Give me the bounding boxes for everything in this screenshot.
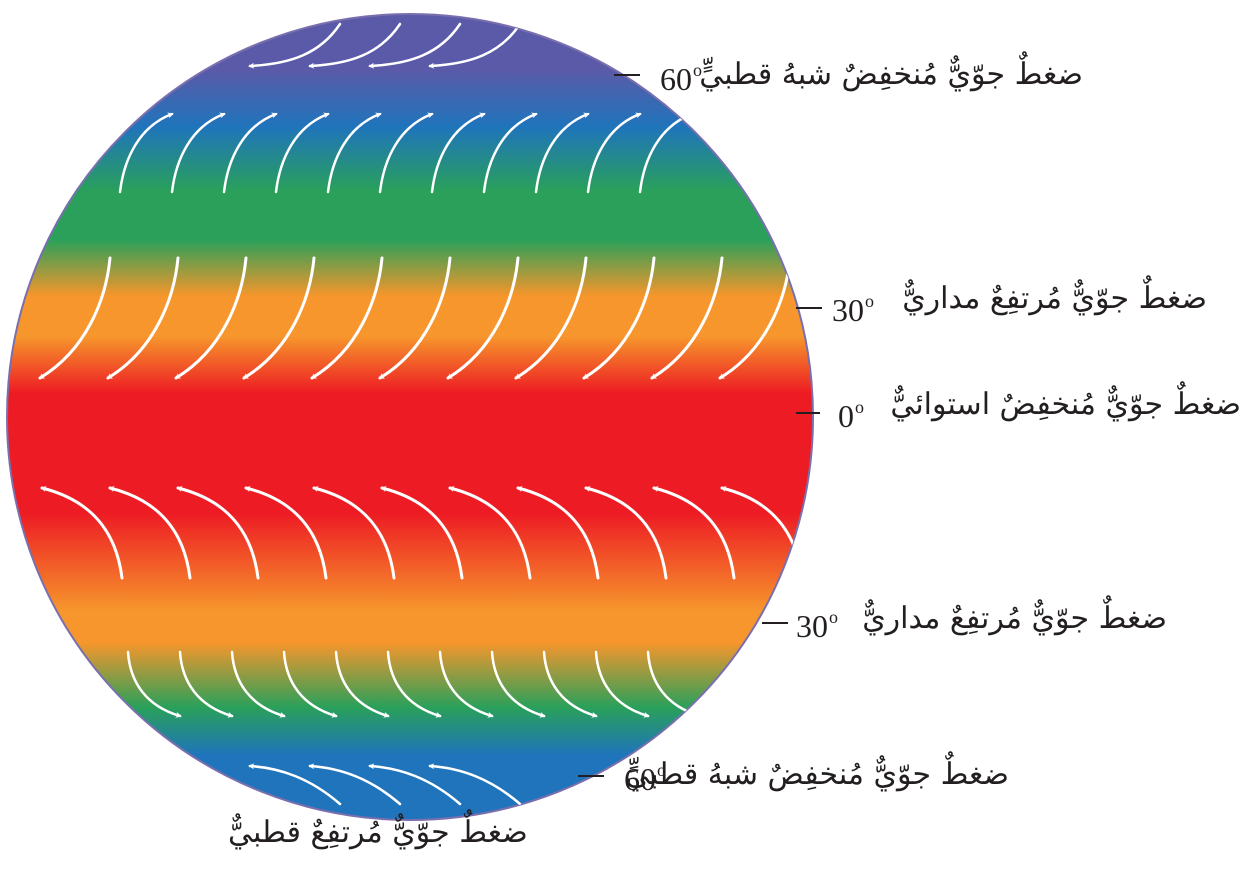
tick-north-30 [796,307,822,309]
tick-equator [796,412,820,414]
belt-label-north-60: ضغطٌ جوّيٌّ مُنخفِضٌ شبهُ قطبيٍّ [699,57,1083,92]
belt-label-north-30: ضغطٌ جوّيٌّ مُرتفِعٌ مداريٌّ [902,281,1207,316]
wind-arrow-westerly-south-8 [542,650,598,718]
wind-arrow-polar-south-0 [248,763,342,806]
wind-arrow-westerly-north-5 [378,112,434,194]
belt-label-south-30: ضغطٌ جوّيٌّ مُرتفِعٌ مداريٌّ [862,601,1167,636]
wind-arrow-westerly-south-6 [438,650,494,718]
wind-arrow-trade-north-9 [650,256,724,380]
wind-arrow-westerly-north-4 [326,112,382,194]
wind-arrow-polar-south-1 [308,763,402,806]
wind-arrow-westerly-south-2 [230,650,286,718]
wind-arrow-westerly-north-7 [482,112,538,194]
tick-south-30 [762,622,788,624]
wind-arrow-polar-north-3 [428,22,522,69]
wind-arrow-trade-north-4 [310,256,384,380]
wind-arrow-westerly-north-1 [170,112,226,194]
wind-arrow-trade-south-9 [652,486,736,580]
wind-arrow-trade-south-3 [244,486,328,580]
wind-arrow-westerly-north-6 [430,112,486,194]
wind-arrow-trade-north-8 [582,256,656,380]
wind-arrow-trade-north-0 [38,256,112,380]
lat-value-north-30: 30o [832,291,874,328]
wind-arrow-westerly-south-9 [594,650,650,718]
wind-arrow-trade-south-7 [516,486,600,580]
wind-arrow-westerly-south-0 [126,650,182,718]
wind-arrow-trade-north-3 [242,256,316,380]
wind-arrow-trade-south-5 [380,486,464,580]
wind-arrow-westerly-south-5 [386,650,442,718]
wind-arrow-polar-north-0 [248,22,342,69]
wind-arrow-westerly-south-1 [178,650,234,718]
wind-arrow-westerly-north-2 [222,112,278,194]
wind-arrow-westerly-south-3 [282,650,338,718]
globe-disc [7,14,813,820]
tick-south-60 [578,775,604,777]
wind-arrow-trade-south-6 [448,486,532,580]
wind-arrow-trade-north-1 [106,256,180,380]
lat-value-north-60: 60o [660,60,702,97]
wind-arrow-trade-north-5 [378,256,452,380]
wind-arrow-trade-south-2 [176,486,260,580]
wind-arrow-westerly-south-7 [490,650,546,718]
lat-value-equator: 0o [838,397,864,434]
wind-arrow-polar-south-3 [428,763,522,806]
pole-label: ضغطٌ جوّيٌّ مُرتفِعٌ قطبيٌّ [228,815,528,850]
belt-label-equator: ضغطٌ جوّيٌّ مُنخفِضٌ استوائيٌّ [890,387,1241,422]
wind-arrow-trade-south-8 [584,486,668,580]
globe-outline [6,13,814,821]
wind-arrow-westerly-north-0 [118,112,174,194]
tick-north-60 [614,74,640,76]
wind-arrow-trade-south-0 [40,486,124,580]
wind-arrow-polar-south-2 [368,763,462,806]
wind-arrow-trade-south-1 [108,486,192,580]
wind-arrow-westerly-north-8 [534,112,590,194]
wind-arrows [38,22,804,806]
wind-arrow-trade-north-6 [446,256,520,380]
wind-arrow-westerly-north-3 [274,112,330,194]
wind-arrow-trade-south-4 [312,486,396,580]
belt-label-south-60: ضغطٌ جوّيٌّ مُنخفِضٌ شبهُ قطبيٍّ [625,757,1009,792]
wind-arrow-westerly-north-9 [586,112,642,194]
wind-arrow-polar-north-1 [308,22,402,69]
wind-arrow-westerly-south-4 [334,650,390,718]
lat-value-south-30: 30o [796,607,838,644]
lat-value-south-60: 60o [624,760,666,797]
wind-arrow-trade-north-7 [514,256,588,380]
wind-arrow-polar-north-2 [368,22,462,69]
wind-arrow-trade-north-2 [174,256,248,380]
